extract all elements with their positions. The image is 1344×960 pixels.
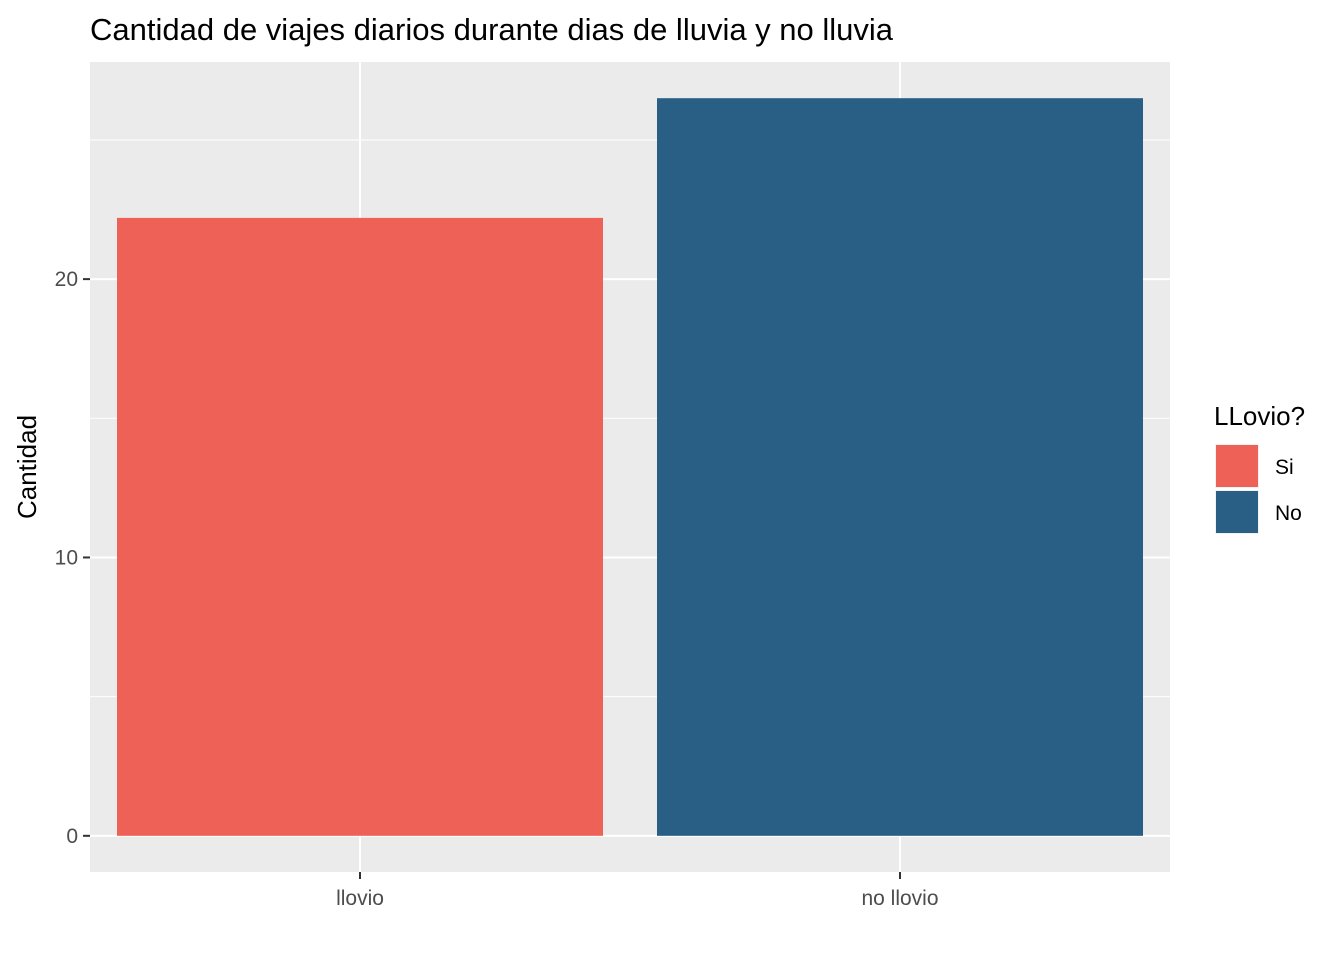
legend: LLovio? Si No bbox=[1214, 401, 1305, 534]
legend-swatch-no bbox=[1216, 491, 1258, 533]
x-tick-label: llovio bbox=[336, 887, 384, 910]
y-tick-label: 0 bbox=[66, 825, 78, 848]
legend-keys: Si No bbox=[1215, 444, 1302, 534]
chart-title: Cantidad de viajes diarios durante dias … bbox=[90, 12, 894, 47]
y-axis: 0 10 20 bbox=[55, 268, 90, 848]
legend-swatch-si bbox=[1216, 445, 1258, 487]
bar-llovio bbox=[117, 217, 603, 836]
legend-label-no: No bbox=[1275, 502, 1302, 525]
bar-no-llovio bbox=[657, 98, 1143, 836]
y-tick-label: 10 bbox=[55, 546, 78, 569]
x-axis: llovio no llovio bbox=[336, 872, 939, 910]
legend-title: LLovio? bbox=[1214, 401, 1305, 431]
bars bbox=[117, 98, 1143, 836]
legend-label-si: Si bbox=[1275, 456, 1294, 479]
y-tick-label: 20 bbox=[55, 268, 78, 291]
x-tick-label: no llovio bbox=[861, 887, 938, 910]
y-axis-title: Cantidad bbox=[12, 415, 42, 519]
